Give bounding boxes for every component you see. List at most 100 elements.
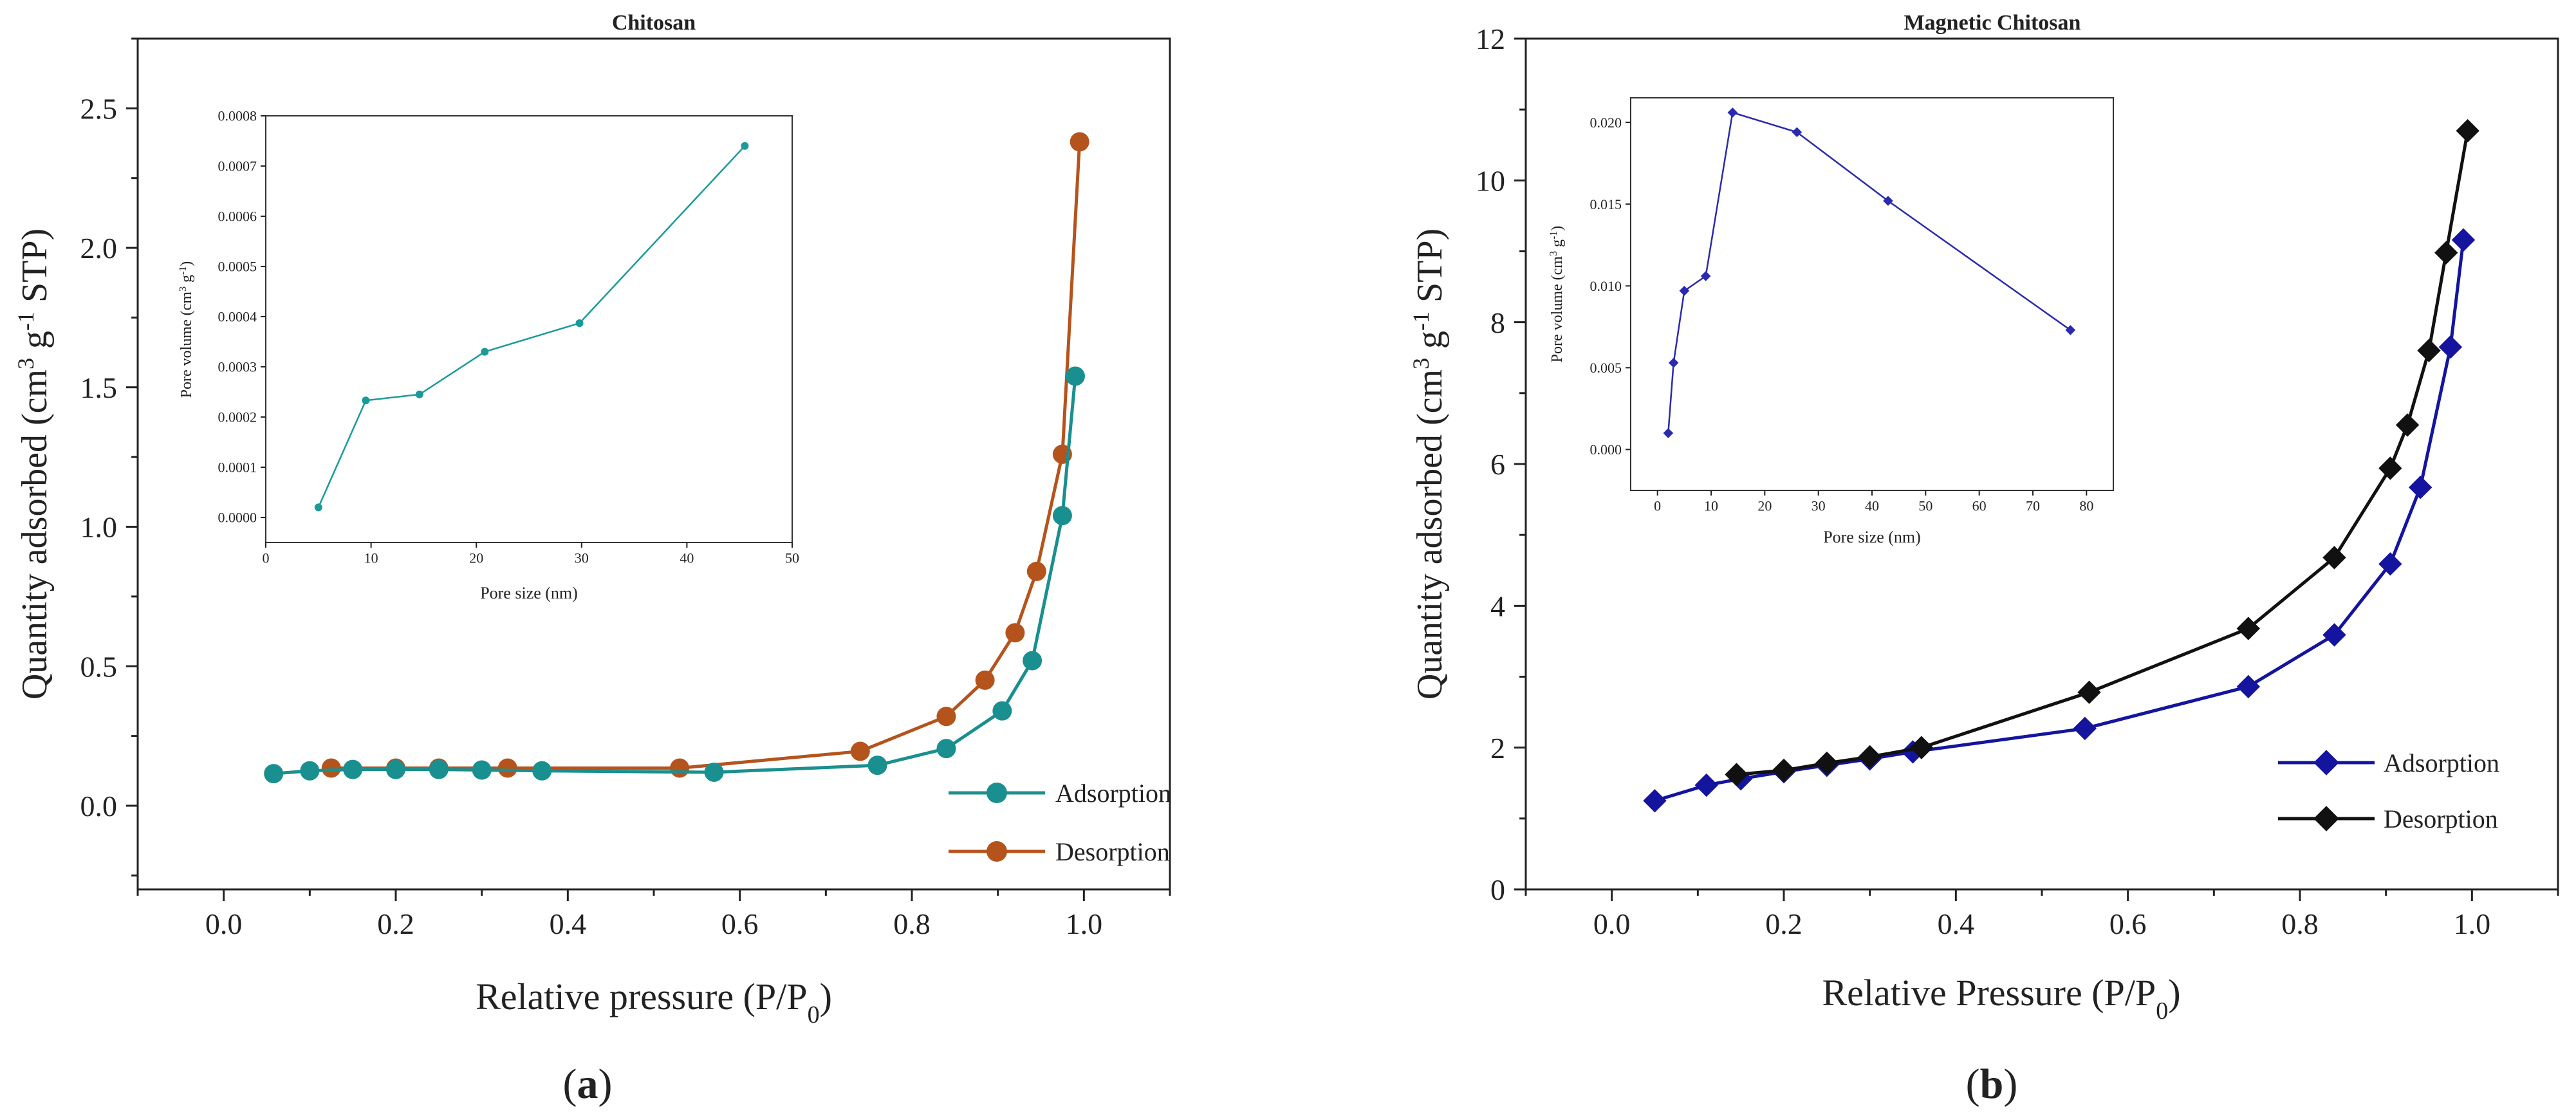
x-tick-label: 0 (1654, 498, 1661, 514)
panel-a-inset-x-ticks: 0 10 20 30 40 50 (263, 543, 799, 566)
series-adsorption-point (1052, 506, 1072, 526)
y-tick-label: 0.0006 (218, 209, 257, 225)
inset-series-line (1667, 111, 2071, 434)
y-tick-label: 2.0 (80, 232, 118, 265)
series-desorption-point (1909, 736, 1934, 759)
inset-series-point (1668, 357, 1679, 368)
series-desorption-point (1858, 745, 1882, 769)
panel-b-inset: 0.000 0.005 0.010 0.015 0.020 0 10 20 30 40 50 60 7… (1548, 97, 2114, 546)
inset-series-point (1727, 107, 1738, 118)
inset-series-point (1883, 196, 1893, 206)
panel-a: Chitosan 0.0 0.5 1.0 1.5 2.0 2.5 0.0 0.2 0.4 0.6… (13, 11, 1171, 1108)
legend-label-desorption: Desorption (2384, 804, 2498, 833)
series-adsorption-point (1023, 651, 1042, 671)
series-desorption-point (2434, 241, 2458, 265)
x-tick-label: 30 (1812, 498, 1826, 514)
series-adsorption-point (2408, 476, 2432, 499)
y-tick-label: 0.0002 (218, 409, 257, 425)
series-adsorption-point (300, 761, 320, 781)
panel-b-inset-y-label: Pore volume (cm3 g-1) (1548, 226, 1566, 363)
series-desorption-point (936, 707, 956, 727)
panel-a-inset-x-label: Pore size (nm) (480, 584, 578, 602)
series-desorption-point (2236, 617, 2260, 640)
panel-b-x-ticks: 0.0 0.2 0.4 0.6 0.8 1.0 (1524, 889, 2559, 940)
panel-b-inset-x-ticks: 0 10 20 30 40 50 60 70 80 (1654, 490, 2093, 514)
y-tick-label: 0 (1490, 873, 1505, 906)
series-adsorption-point (1694, 773, 1718, 797)
series-desorption-point (670, 758, 690, 778)
legend-marker-desorption (2313, 806, 2339, 831)
panel-a-inset-frame (265, 115, 793, 543)
inset-series-point (741, 142, 749, 150)
inset-series-point (1700, 271, 1711, 281)
series-adsorption-point (429, 759, 449, 779)
panel-b-label: (b) (1966, 1061, 2018, 1108)
x-tick-label: 0 (263, 550, 270, 566)
y-tick-label: 0.0008 (218, 108, 257, 124)
x-tick-label: 50 (1918, 498, 1932, 514)
panel-b-title: Magnetic Chitosan (1904, 11, 2081, 35)
series-desorption-point (1725, 763, 1748, 786)
x-tick-label: 30 (575, 550, 589, 566)
series-desorption-point (2456, 119, 2479, 143)
panel-a-legend: Adsorption Desorption (949, 779, 1171, 866)
x-tick-label: 1.0 (1066, 907, 1103, 940)
x-tick-label: 0.2 (377, 907, 414, 940)
series-adsorption-point (2378, 552, 2402, 576)
x-tick-label: 40 (680, 550, 694, 566)
x-tick-label: 10 (364, 550, 378, 566)
x-tick-label: 0.0 (1593, 907, 1631, 940)
x-tick-label: 0.6 (2109, 907, 2147, 940)
y-tick-label: 0.0000 (218, 510, 257, 526)
series-adsorption-point (386, 759, 405, 779)
y-tick-label: 0.0007 (218, 158, 257, 174)
series-adsorption-point (936, 739, 956, 759)
panel-b: Magnetic Chitosan 0 2 4 6 8 10 12 0.0 0.2 0.4 0.6… (1408, 11, 2559, 1108)
x-tick-label: 20 (469, 550, 483, 566)
y-tick-label: 4 (1490, 589, 1505, 622)
inset-series-line (317, 145, 746, 508)
inset-series-point (415, 390, 423, 398)
y-tick-label: 8 (1490, 306, 1505, 339)
series-desorption-point (497, 758, 517, 778)
panel-b-inset-x-label: Pore size (nm) (1823, 528, 1921, 546)
series-desorption-point (1815, 751, 1839, 775)
y-tick-label: 2 (1490, 732, 1505, 765)
x-tick-label: 70 (2026, 498, 2040, 514)
y-tick-label: 6 (1490, 448, 1505, 481)
inset-series-point (1663, 428, 1674, 438)
y-tick-label: 12 (1476, 23, 1505, 55)
legend-label-adsorption: Adsorption (2384, 748, 2499, 777)
inset-series-point (314, 503, 322, 512)
y-tick-label: 2.5 (80, 92, 118, 125)
series-adsorption-point (2322, 623, 2346, 647)
y-tick-label: 0.0005 (218, 259, 257, 275)
series-desorption-point (1070, 132, 1089, 152)
series-adsorption-point (867, 756, 887, 775)
legend-marker-desorption (987, 841, 1007, 862)
legend-label-adsorption: Adsorption (1055, 779, 1171, 808)
panel-a-x-ticks: 0.0 0.2 0.4 0.6 0.8 1.0 (136, 889, 1171, 940)
series-adsorption-point (2451, 228, 2476, 252)
y-tick-label: 0.005 (1590, 360, 1622, 376)
inset-series-point (481, 348, 489, 356)
series-adsorption-point (1643, 789, 1667, 813)
series-desorption-point (975, 670, 995, 690)
series-desorption-point (1005, 623, 1025, 643)
series-desorption-point (1772, 758, 1796, 783)
series-adsorption-point (532, 761, 552, 781)
panel-a-inset-y-label: Pore volume (cm3 g-1) (178, 261, 196, 398)
panel-a-inset: 0.0000 0.0001 0.0002 0.0003 0.0004 0.0005 0.00… (178, 108, 800, 602)
inset-series-point (575, 319, 584, 328)
panel-b-legend: Adsorption Desorption (2278, 748, 2499, 833)
panel-a-series (264, 132, 1089, 784)
y-tick-label: 1.0 (80, 511, 118, 544)
series-adsorption-point (1901, 740, 1925, 764)
x-tick-label: 40 (1865, 498, 1879, 514)
legend-label-desorption: Desorption (1055, 837, 1170, 866)
series-adsorption-point (704, 762, 724, 782)
y-tick-label: 0.0001 (218, 460, 257, 476)
panel-b-series (1643, 119, 2479, 813)
x-tick-label: 0.8 (2281, 907, 2319, 940)
